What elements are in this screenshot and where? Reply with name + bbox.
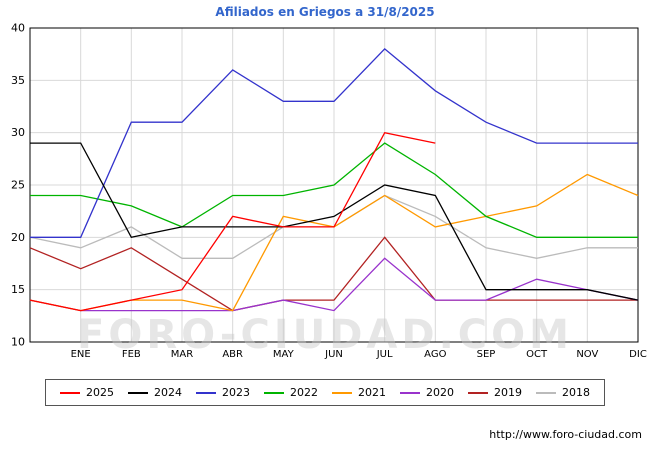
legend-swatch-2021 <box>332 391 352 394</box>
legend-item-2025: 2025 <box>60 386 114 399</box>
legend-swatch-2023 <box>196 391 216 394</box>
legend-label: 2021 <box>358 386 386 399</box>
chart-title: Afiliados en Griegos a 31/8/2025 <box>215 5 435 19</box>
y-axis-label: 25 <box>11 179 25 192</box>
x-axis-label: JUN <box>324 349 343 360</box>
x-axis-label: ABR <box>222 349 243 360</box>
x-axis-label: MAR <box>171 349 193 360</box>
series-line-2019 <box>29 236 638 312</box>
x-axis-label: OCT <box>526 349 548 360</box>
legend-item-2020: 2020 <box>400 386 454 399</box>
legend-label: 2022 <box>290 386 318 399</box>
legend-swatch-2022 <box>264 391 284 394</box>
legend: 2025 2024 2023 2022 2021 2020 2019 2018 <box>45 379 605 406</box>
x-axis-label: DIC <box>629 349 647 360</box>
legend-label: 2019 <box>494 386 522 399</box>
legend-label: 2018 <box>562 386 590 399</box>
x-axis-label: JUL <box>376 349 393 360</box>
source-url[interactable]: http://www.foro-ciudad.com <box>489 428 642 441</box>
legend-item-2022: 2022 <box>264 386 318 399</box>
legend-item-2024: 2024 <box>128 386 182 399</box>
legend-swatch-2025 <box>60 391 80 394</box>
legend-label: 2020 <box>426 386 454 399</box>
legend-swatch-2019 <box>468 391 488 394</box>
y-axis-label: 10 <box>11 336 25 349</box>
x-axis-label: ENE <box>71 349 91 360</box>
series-line-2025 <box>29 131 436 312</box>
x-axis-label: MAY <box>273 349 295 360</box>
legend-label: 2025 <box>86 386 114 399</box>
legend-swatch-2018 <box>536 391 556 394</box>
series-line-2023 <box>30 48 638 238</box>
x-axis-label: FEB <box>122 349 141 360</box>
legend-label: 2023 <box>222 386 250 399</box>
chart-canvas: 10 15 20 25 30 35 40 ENE FEB MAR ABR MAY JUN JUL AGO SE… <box>11 22 647 361</box>
x-axis-label: AGO <box>424 349 446 360</box>
legend-item-2019: 2019 <box>468 386 522 399</box>
plot-border <box>29 27 639 343</box>
legend-item-2023: 2023 <box>196 386 250 399</box>
series-line-2024 <box>30 142 639 301</box>
y-axis-label: 20 <box>11 231 25 244</box>
y-axis-label: 30 <box>11 126 25 139</box>
legend-label: 2024 <box>154 386 182 399</box>
legend-item-2018: 2018 <box>536 386 590 399</box>
series-line-2020 <box>29 257 639 312</box>
legend-swatch-2020 <box>400 391 420 394</box>
x-axis-label: SEP <box>477 349 496 360</box>
series-line-2022 <box>30 142 638 238</box>
x-axis-label: NOV <box>576 349 598 360</box>
y-axis-label: 15 <box>11 283 25 296</box>
legend-item-2021: 2021 <box>332 386 386 399</box>
legend-swatch-2024 <box>128 391 148 394</box>
y-axis-label: 35 <box>11 74 25 87</box>
y-axis-label: 40 <box>11 22 25 35</box>
